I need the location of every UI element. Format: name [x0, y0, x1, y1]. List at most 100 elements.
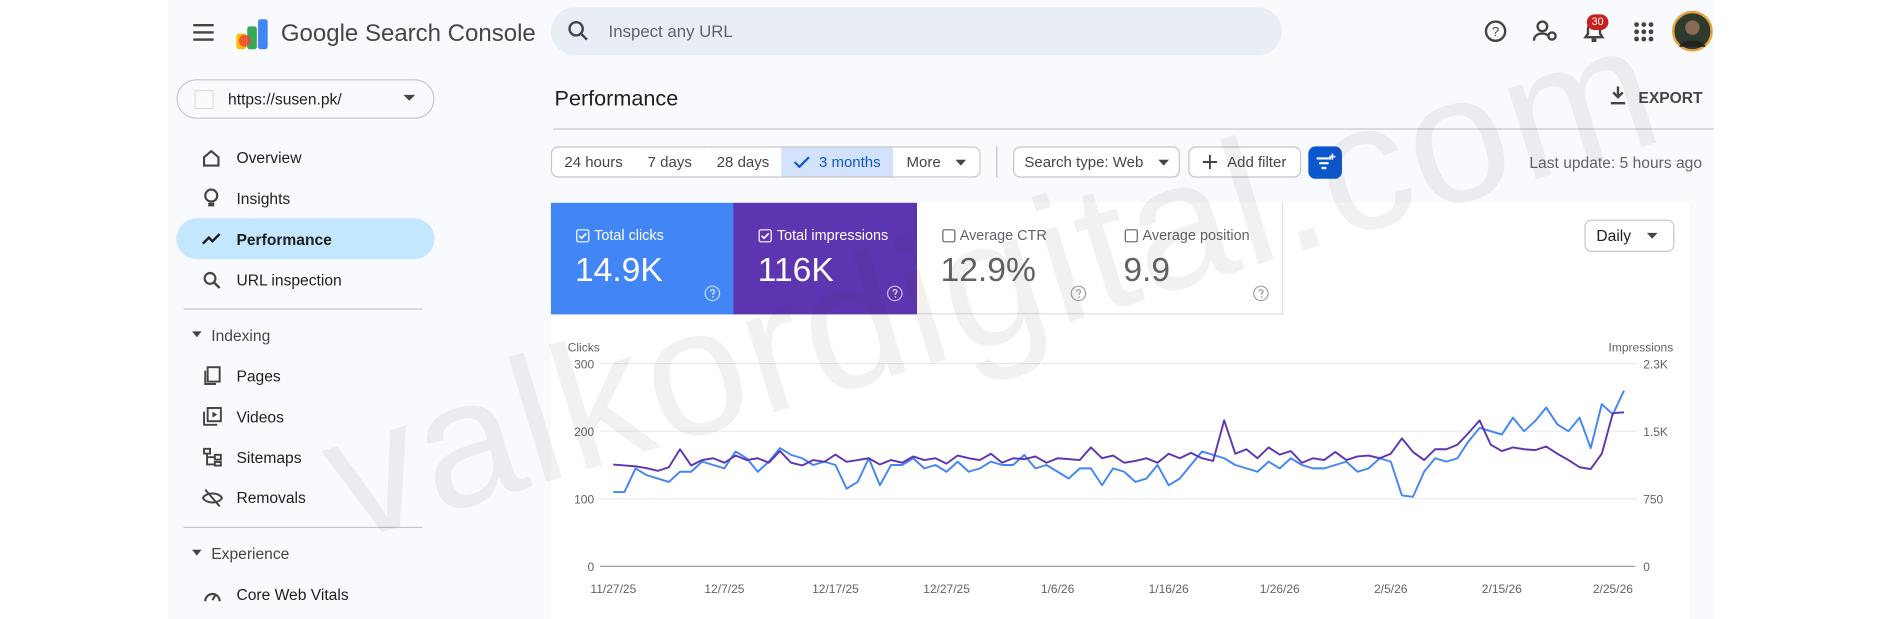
nav-item[interactable]: Core Web Vitals	[236, 585, 349, 604]
sitemaps-icon	[203, 447, 222, 467]
metric-value: 116K	[757, 250, 834, 288]
nav-item[interactable]: Removals	[236, 488, 306, 507]
metric-value: 14.9K	[574, 250, 663, 288]
nav-item[interactable]: Performance	[236, 230, 332, 249]
range-button-selected[interactable]: 3 months	[781, 146, 895, 178]
pages-icon	[204, 366, 221, 385]
nav-group-title[interactable]: Experience	[211, 544, 290, 563]
granularity-select[interactable]: Daily	[1584, 219, 1675, 253]
nav-item[interactable]: Videos	[236, 408, 284, 427]
users-icon[interactable]	[1532, 19, 1559, 43]
help-glyph	[709, 288, 716, 298]
range-label: More	[906, 153, 941, 171]
range-label: 3 months	[818, 153, 881, 171]
separator	[183, 308, 423, 310]
plus-icon	[1203, 154, 1218, 170]
inspect-icon	[203, 271, 221, 289]
x-tick-label: 12/17/25	[812, 582, 859, 596]
help-icon[interactable]	[704, 285, 721, 302]
x-tick-label: 2/5/26	[1374, 582, 1408, 596]
last-update: Last update: 5 hours ago	[1529, 153, 1703, 172]
help-icon[interactable]	[1252, 285, 1269, 302]
search-type-button[interactable]: Search type: Web	[1013, 146, 1180, 178]
series-line	[613, 411, 1625, 472]
dropdown-arrow	[1157, 159, 1169, 165]
search-placeholder: Inspect any URL	[608, 21, 733, 41]
metric-card[interactable]	[1099, 202, 1283, 315]
divider	[553, 128, 1715, 130]
x-tick-label: 1/16/26	[1149, 582, 1189, 596]
nav-group-title[interactable]: Indexing	[211, 326, 271, 345]
range-button[interactable]: 28 days	[704, 146, 783, 178]
dropdown-arrow	[1646, 232, 1658, 239]
check-icon	[578, 232, 587, 240]
range-button[interactable]: More	[893, 146, 981, 178]
videos-icon	[203, 407, 222, 426]
export-icon	[1610, 86, 1626, 105]
metric-value: 9.9	[1123, 250, 1171, 288]
metric-checkbox[interactable]	[941, 229, 955, 243]
property-selector[interactable]	[176, 79, 435, 119]
y2-tick-label: 0	[1643, 560, 1650, 574]
check-icon	[794, 156, 811, 168]
x-tick-label: 11/27/25	[590, 582, 636, 596]
avatar[interactable]	[1672, 10, 1713, 52]
export-button[interactable]: EXPORT	[1638, 88, 1703, 107]
y-tick-label: 0	[587, 560, 594, 574]
help-icon[interactable]	[1070, 285, 1086, 302]
metric-value: 12.9%	[940, 250, 1036, 288]
range-button[interactable]: 7 days	[634, 146, 706, 178]
add-filter-button[interactable]: Add filter	[1188, 146, 1302, 178]
search-icon	[568, 21, 588, 41]
property-url: https://susen.pk/	[228, 90, 342, 109]
y2-tick-label: 2.3K	[1643, 357, 1668, 371]
nav-item[interactable]: Overview	[236, 148, 302, 167]
collapse-arrow[interactable]	[192, 549, 202, 557]
metric-label: Total clicks	[594, 226, 664, 244]
nav-item[interactable]: Pages	[236, 367, 281, 386]
filter-toggle[interactable]	[1308, 146, 1342, 179]
range-label: 7 days	[647, 153, 692, 171]
x-tick-label: 1/26/26	[1260, 582, 1300, 596]
y-axis-title: Clicks	[568, 341, 600, 355]
help-icon[interactable]: ?	[1484, 19, 1508, 43]
menu-icon[interactable]	[192, 22, 216, 44]
nav-item[interactable]: URL inspection	[236, 271, 342, 290]
collapse-arrow[interactable]	[192, 331, 202, 338]
y-tick-label: 100	[574, 493, 594, 507]
metric-label: Total impressions	[776, 226, 889, 244]
range-label: 28 days	[716, 153, 770, 171]
metric-checkbox[interactable]	[576, 229, 590, 243]
svg-text:?: ?	[1492, 24, 1499, 39]
help-glyph	[892, 288, 898, 298]
metric-label: Average position	[1142, 226, 1250, 244]
search-bar[interactable]	[550, 7, 1282, 56]
nav-item[interactable]: Insights	[236, 189, 291, 208]
home-icon	[202, 149, 220, 167]
dropdown-arrow	[403, 94, 416, 101]
check-icon	[761, 232, 770, 240]
help-icon[interactable]	[887, 285, 903, 302]
series-line	[613, 390, 1625, 498]
x-tick-label: 2/15/26	[1482, 582, 1522, 596]
metric-card[interactable]	[916, 202, 1101, 315]
x-tick-label: 12/7/25	[704, 582, 744, 596]
help-glyph	[1258, 288, 1264, 298]
y-tick-label: 200	[574, 425, 594, 439]
dropdown-arrow	[955, 159, 966, 165]
range-button[interactable]: 24 hours	[550, 146, 637, 178]
nav-item[interactable]: Sitemaps	[236, 448, 302, 467]
page-title: Performance	[554, 86, 679, 111]
metric-checkbox[interactable]	[1124, 229, 1138, 243]
y2-axis-title: Impressions	[1609, 341, 1674, 355]
apps-icon[interactable]	[1634, 22, 1654, 42]
metric-card[interactable]	[550, 202, 735, 315]
granularity-label: Daily	[1596, 226, 1632, 245]
product-name: Google Search Console	[280, 20, 536, 47]
performance-icon	[202, 233, 221, 245]
metric-checkbox[interactable]	[758, 229, 773, 243]
metric-card[interactable]	[733, 202, 918, 315]
logo	[236, 19, 268, 50]
